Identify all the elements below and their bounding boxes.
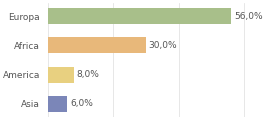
Bar	[48, 37, 146, 53]
Bar	[48, 8, 231, 24]
Text: 8,0%: 8,0%	[77, 70, 99, 79]
Text: 30,0%: 30,0%	[149, 41, 177, 50]
Bar	[48, 67, 74, 83]
Text: 6,0%: 6,0%	[70, 99, 93, 108]
Text: 56,0%: 56,0%	[234, 12, 263, 21]
Bar	[48, 96, 67, 112]
